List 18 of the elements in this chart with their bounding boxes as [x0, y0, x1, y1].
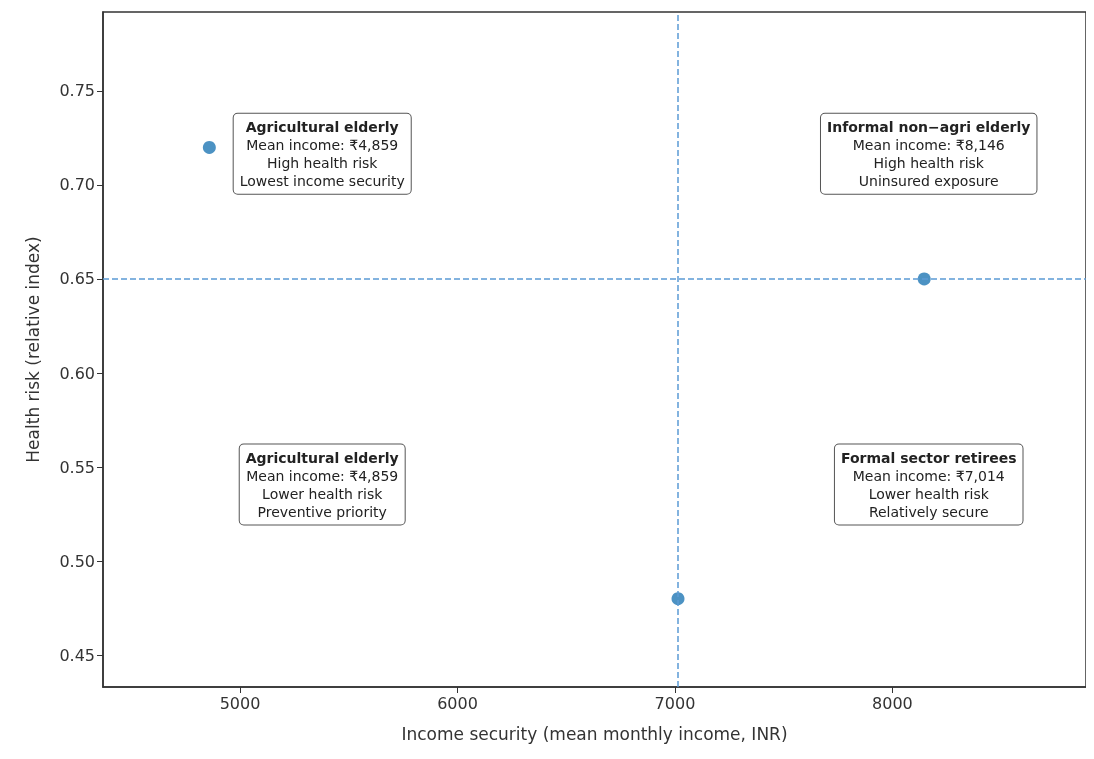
- y-tick-label: 0.75: [59, 81, 95, 101]
- annotation: Informal non−agri elderly Mean income: ₹8,146 High health risk Uninsured exposure: [826, 118, 1031, 189]
- y-tick-label: 0.55: [59, 457, 95, 477]
- y-tick-label: 0.45: [59, 645, 95, 665]
- x-axis-title: Income security (mean monthly income, INR): [401, 723, 788, 744]
- annotation: Formal sector retirees Mean income: ₹7,014 Lower health risk Relatively secure: [840, 449, 1017, 520]
- y-tick-label: 0.50: [59, 551, 95, 571]
- x-tick-label: 8000: [872, 693, 913, 713]
- annotation: Agricultural elderly Mean income: ₹4,859 Lower health risk Preventive priority: [245, 449, 399, 520]
- x-tick-label: 6000: [437, 693, 478, 713]
- y-tick-label: 0.70: [59, 175, 95, 195]
- x-tick-label: 5000: [219, 693, 261, 713]
- annotation: Agricultural elderly Mean income: ₹4,859 High health risk Lowest income security: [239, 118, 405, 189]
- y-tick-label: 0.60: [59, 363, 95, 383]
- y-axis-title: Health risk (relative index): [22, 236, 43, 463]
- point: [202, 140, 216, 154]
- x-tick-label: 7000: [654, 693, 696, 713]
- y-tick-label: 0.65: [59, 269, 95, 289]
